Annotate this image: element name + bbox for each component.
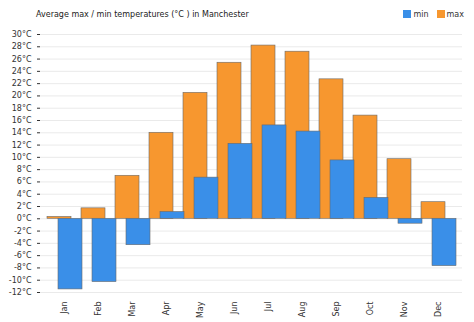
svg-text:10°C: 10°C bbox=[12, 153, 32, 162]
svg-text:-10°C: -10°C bbox=[9, 276, 32, 285]
svg-text:Aug: Aug bbox=[298, 302, 307, 318]
svg-text:20°C: 20°C bbox=[12, 91, 32, 100]
svg-text:Nov: Nov bbox=[400, 301, 409, 317]
svg-text:28°C: 28°C bbox=[12, 42, 32, 51]
svg-text:16°C: 16°C bbox=[12, 116, 32, 125]
svg-text:0°C: 0°C bbox=[17, 214, 32, 223]
svg-text:30°C: 30°C bbox=[12, 30, 32, 39]
svg-text:-4°C: -4°C bbox=[14, 239, 32, 248]
svg-text:May: May bbox=[196, 301, 205, 318]
html-text:max: max bbox=[446, 9, 464, 19]
svg-text:4°C: 4°C bbox=[17, 190, 32, 199]
svg-text:Sep: Sep bbox=[332, 302, 341, 317]
svg-text:-2°C: -2°C bbox=[14, 227, 32, 236]
svg-text:24°C: 24°C bbox=[12, 67, 32, 76]
svg-text:Feb: Feb bbox=[94, 302, 103, 316]
svg-text:Oct: Oct bbox=[366, 302, 375, 316]
svg-text:Jun: Jun bbox=[230, 302, 239, 316]
html-text:min: min bbox=[413, 9, 429, 19]
svg-text:12°C: 12°C bbox=[12, 141, 32, 150]
svg-text:-8°C: -8°C bbox=[14, 263, 32, 272]
svg-text:18°C: 18°C bbox=[12, 104, 32, 113]
svg-text:2°C: 2°C bbox=[17, 202, 32, 211]
svg-text:-6°C: -6°C bbox=[14, 251, 32, 260]
svg-text:Jul: Jul bbox=[264, 302, 273, 313]
svg-text:14°C: 14°C bbox=[12, 128, 32, 137]
svg-text:-12°C: -12°C bbox=[9, 288, 32, 297]
svg-text:6°C: 6°C bbox=[17, 177, 32, 186]
svg-text:Dec: Dec bbox=[434, 302, 443, 317]
svg-text:22°C: 22°C bbox=[12, 79, 32, 88]
svg-text:Jan: Jan bbox=[60, 302, 69, 315]
svg-text:26°C: 26°C bbox=[12, 55, 32, 64]
svg-text:Mar: Mar bbox=[128, 301, 137, 317]
svg-text:8°C: 8°C bbox=[17, 165, 32, 174]
svg-text:Apr: Apr bbox=[162, 301, 171, 316]
html-text:Average max / min temperatures: Average max / min temperatures (°C ) in … bbox=[36, 9, 249, 19]
